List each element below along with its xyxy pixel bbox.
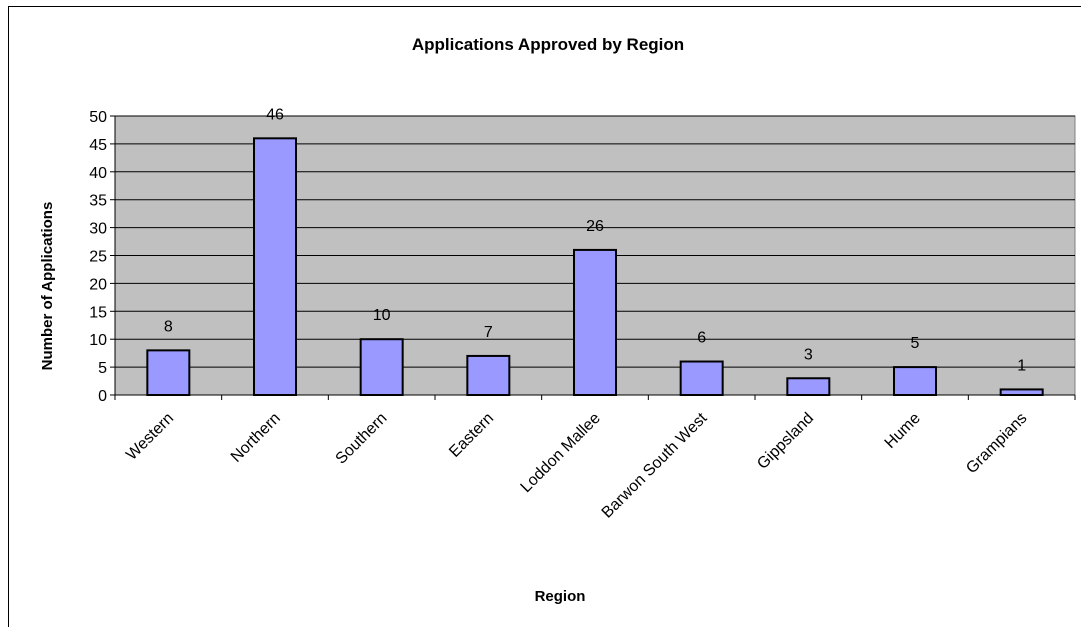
y-tick-label: 45 <box>89 137 107 154</box>
data-label: 6 <box>697 330 706 347</box>
data-label: 10 <box>373 307 391 324</box>
bar <box>146 349 191 396</box>
bar <box>999 388 1044 397</box>
x-tick-label: Loddon Mallee <box>518 410 604 496</box>
x-tick-label: Southern <box>333 410 391 468</box>
chart-title: Applications Approved by Region <box>412 35 684 54</box>
data-label: 3 <box>804 346 813 363</box>
data-label: 7 <box>484 324 493 341</box>
data-label: 5 <box>911 335 920 352</box>
bar <box>893 366 937 397</box>
data-labels: 8 46 10 7 26 6 3 5 1 <box>164 106 1026 374</box>
x-tick-label: Barwon South West <box>599 409 711 521</box>
x-axis-title: Region <box>535 588 586 605</box>
bar <box>466 354 511 397</box>
y-tick-label: 5 <box>98 360 107 377</box>
y-tick-label: 40 <box>89 165 107 182</box>
y-tick-label: 30 <box>89 221 107 238</box>
y-axis: 0 5 10 15 20 25 30 35 40 45 50 <box>89 109 116 405</box>
data-label: 1 <box>1017 357 1026 374</box>
y-tick-label: 25 <box>89 249 107 266</box>
bar <box>573 248 617 396</box>
x-tick-label: Hume <box>882 410 924 452</box>
y-tick-label: 10 <box>89 332 107 349</box>
bar <box>359 338 404 397</box>
data-label: 26 <box>586 218 604 235</box>
y-tick-label: 0 <box>98 388 107 405</box>
x-tick-label: Eastern <box>446 410 497 461</box>
x-tick-label: Grampians <box>963 410 1030 477</box>
bar <box>679 360 724 396</box>
y-tick-label: 50 <box>89 109 107 126</box>
x-tick-label: Northern <box>228 410 284 466</box>
bar <box>253 137 297 396</box>
bar <box>786 377 831 397</box>
data-label: 46 <box>266 106 284 123</box>
data-label: 8 <box>164 318 173 335</box>
x-tick-label: Western <box>123 410 177 464</box>
y-tick-label: 15 <box>89 304 107 321</box>
y-tick-label: 20 <box>89 276 107 293</box>
x-tick-label: Gippsland <box>754 410 817 473</box>
bars <box>146 137 1044 397</box>
y-axis-title: Number of Applications <box>39 202 56 371</box>
x-axis: Western Northern Southern Eastern Loddon Mal… <box>114 394 1076 522</box>
y-tick-label: 35 <box>89 193 107 210</box>
